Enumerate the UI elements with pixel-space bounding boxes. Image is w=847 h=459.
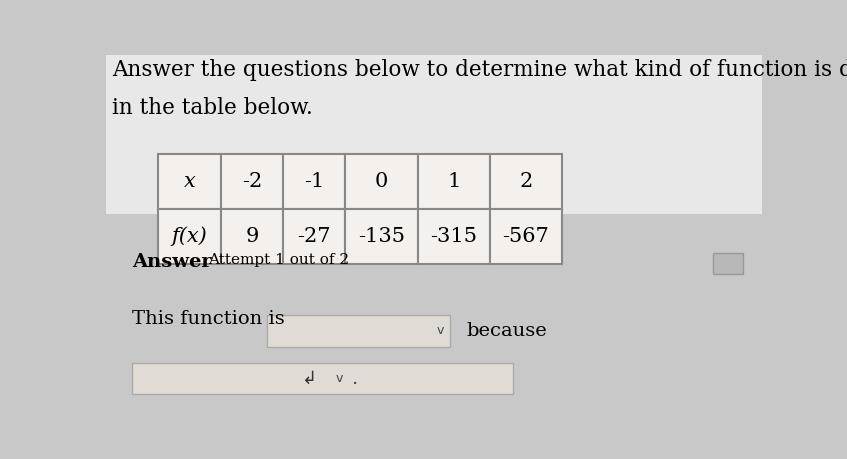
Text: 9: 9	[246, 227, 258, 246]
Text: v: v	[437, 324, 445, 337]
Text: -27: -27	[297, 227, 331, 246]
Bar	[418, 154, 490, 209]
Text: -135: -135	[358, 227, 405, 246]
Bar	[490, 154, 562, 209]
Text: x: x	[184, 172, 196, 191]
Text: in the table below.: in the table below.	[113, 97, 313, 119]
Bar	[283, 154, 346, 209]
Text: f(x): f(x)	[172, 226, 208, 246]
Bar	[267, 315, 451, 347]
Text: Attempt 1 out of 2: Attempt 1 out of 2	[208, 253, 349, 267]
Text: -315: -315	[430, 227, 477, 246]
Bar	[713, 253, 743, 274]
Bar	[346, 209, 418, 263]
Text: 2: 2	[519, 172, 533, 191]
Bar	[283, 209, 346, 263]
Bar	[158, 209, 221, 263]
Text: Answer: Answer	[132, 253, 212, 271]
Bar	[132, 363, 513, 394]
Text: -2: -2	[241, 172, 262, 191]
FancyBboxPatch shape	[106, 55, 762, 214]
Text: -1: -1	[304, 172, 324, 191]
Bar	[221, 154, 283, 209]
Text: v: v	[335, 372, 342, 385]
Text: This function is: This function is	[132, 309, 285, 328]
Bar	[346, 154, 418, 209]
Text: ↲: ↲	[302, 369, 317, 387]
Text: .: .	[352, 369, 358, 388]
Text: -567: -567	[502, 227, 550, 246]
Text: because: because	[467, 322, 548, 340]
Text: Answer the questions below to determine what kind of function is depicted: Answer the questions below to determine …	[113, 59, 847, 81]
Bar	[158, 154, 221, 209]
Bar	[490, 209, 562, 263]
Text: 0: 0	[375, 172, 388, 191]
Bar	[418, 209, 490, 263]
Bar	[221, 209, 283, 263]
Text: 1: 1	[447, 172, 461, 191]
